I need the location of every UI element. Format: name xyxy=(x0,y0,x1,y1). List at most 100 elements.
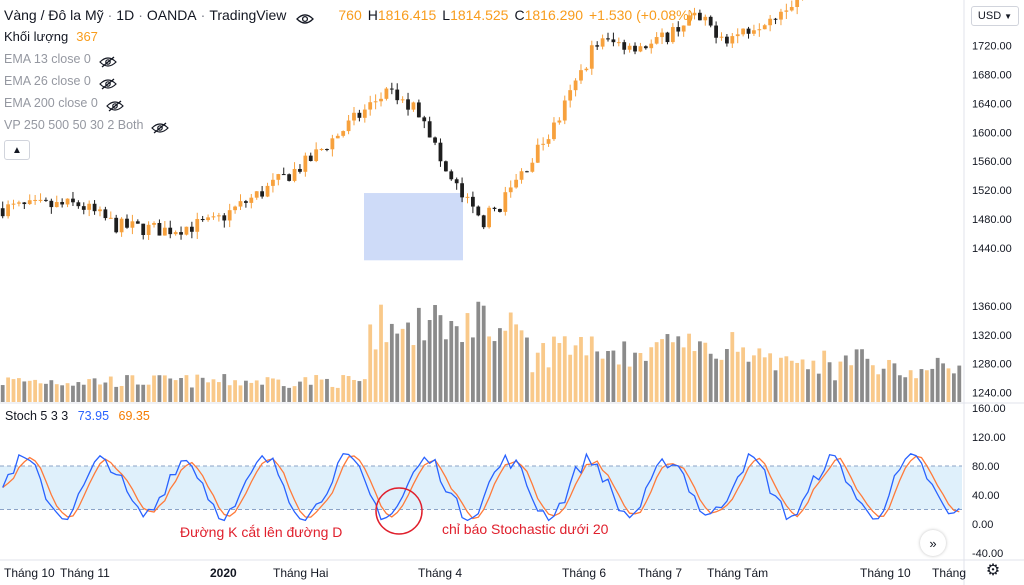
candle-body xyxy=(303,155,308,172)
volume-bar xyxy=(438,315,443,402)
indicator-vp[interactable]: VP 250 500 50 30 2 Both xyxy=(4,114,693,136)
candle-body xyxy=(244,201,248,203)
stochastic-legend[interactable]: Stoch 5 3 3 73.95 69.35 xyxy=(5,409,150,423)
candle-body xyxy=(735,34,740,37)
candle-body xyxy=(260,191,265,197)
interval-label[interactable]: 1D xyxy=(116,7,135,23)
indicator-ema200[interactable]: EMA 200 close 0 xyxy=(4,92,693,114)
volume-bar xyxy=(162,375,167,402)
gear-icon[interactable]: ⚙ xyxy=(985,562,1001,579)
candle-body xyxy=(681,25,686,32)
volume-bar xyxy=(714,358,718,402)
volume-bar xyxy=(887,359,891,402)
volume-bar xyxy=(352,379,356,402)
volume-bar xyxy=(395,333,400,402)
currency-button[interactable]: USD ▼ xyxy=(971,6,1019,26)
volume-bar xyxy=(189,387,194,402)
candle-body xyxy=(752,30,756,34)
volume-bar xyxy=(854,349,859,402)
volume-bar xyxy=(546,367,551,402)
eye-slash-icon[interactable] xyxy=(151,119,170,134)
volume-bar xyxy=(233,380,237,402)
eye-slash-icon[interactable] xyxy=(99,53,117,68)
volume-bar xyxy=(860,349,864,402)
volume-bar xyxy=(487,336,491,402)
volume-bar xyxy=(957,365,962,402)
candle-body xyxy=(276,174,281,180)
candle-body xyxy=(195,218,200,232)
volume-bar xyxy=(141,384,146,402)
candle-body xyxy=(789,6,794,11)
volume-bar xyxy=(633,352,637,402)
candles xyxy=(0,0,804,240)
volume-bar xyxy=(6,377,10,402)
volume-bar xyxy=(914,378,918,402)
stochastic-d-value: 69.35 xyxy=(118,409,150,423)
candle-body xyxy=(346,120,351,132)
volume-bar xyxy=(541,343,546,402)
volume-bar xyxy=(303,377,308,402)
price-tick-label: 1520.00 xyxy=(972,185,1012,197)
volume-bar xyxy=(44,383,48,402)
candle-body xyxy=(206,217,210,221)
collapse-legend-button[interactable]: ▲ xyxy=(4,140,30,160)
volume-bar xyxy=(892,363,897,402)
volume-bar xyxy=(946,368,951,402)
stoch-tick-label: 120.00 xyxy=(972,432,1006,444)
volume-bar xyxy=(384,342,389,402)
volume-bar xyxy=(195,374,200,402)
volume-bar xyxy=(573,345,578,402)
volume-bar xyxy=(800,359,805,402)
stoch-tick-label: 0.00 xyxy=(972,519,993,531)
volume-bar xyxy=(271,378,275,402)
low-label: L xyxy=(442,7,451,23)
candle-body xyxy=(368,102,373,110)
volume-bar xyxy=(260,384,265,402)
candle-body xyxy=(503,192,508,212)
candle-body xyxy=(616,42,621,44)
volume-bar xyxy=(665,334,670,402)
volume-bar xyxy=(98,384,102,402)
volume-bar xyxy=(346,376,351,402)
volume-bar xyxy=(254,380,259,402)
volume-legend[interactable]: Khối lượng 367 xyxy=(4,26,693,48)
candle-body xyxy=(660,32,664,38)
candle-body xyxy=(411,102,416,110)
volume-bar xyxy=(660,339,664,402)
candle-body xyxy=(168,227,173,235)
volume-bar xyxy=(125,375,129,402)
eye-icon[interactable] xyxy=(296,9,315,24)
candle-body xyxy=(508,187,513,193)
volume-bar xyxy=(114,386,119,402)
highlight-box xyxy=(364,193,463,261)
candle-body xyxy=(130,221,135,228)
volume-bar xyxy=(389,323,394,402)
candle-body xyxy=(179,232,183,235)
candle-body xyxy=(525,171,529,173)
volume-bar xyxy=(849,365,854,402)
volume-bar xyxy=(687,333,691,402)
indicator-ema26[interactable]: EMA 26 close 0 xyxy=(4,70,693,92)
volume-bar xyxy=(460,342,464,402)
volume-bar xyxy=(325,378,329,402)
volume-bar xyxy=(341,375,346,402)
volume-bar xyxy=(0,385,5,402)
eye-slash-icon[interactable] xyxy=(99,75,117,90)
volume-bar xyxy=(903,377,908,402)
volume-bar xyxy=(314,375,319,402)
high-label: H xyxy=(367,7,378,23)
volume-bar xyxy=(530,372,535,402)
volume-bar xyxy=(433,305,437,402)
candle-body xyxy=(173,232,178,235)
indicator-ema13[interactable]: EMA 13 close 0 xyxy=(4,48,693,70)
volume-bar xyxy=(616,364,621,402)
candle-body xyxy=(741,28,746,35)
scroll-to-realtime-button[interactable]: » xyxy=(920,530,946,556)
volume-bar xyxy=(514,324,519,402)
price-tick-label: 1720.00 xyxy=(972,41,1012,53)
volume-bar xyxy=(330,386,335,402)
eye-slash-icon[interactable] xyxy=(105,97,124,112)
symbol-name[interactable]: Vàng / Đô la Mỹ xyxy=(4,7,104,23)
candle-body xyxy=(71,198,75,203)
